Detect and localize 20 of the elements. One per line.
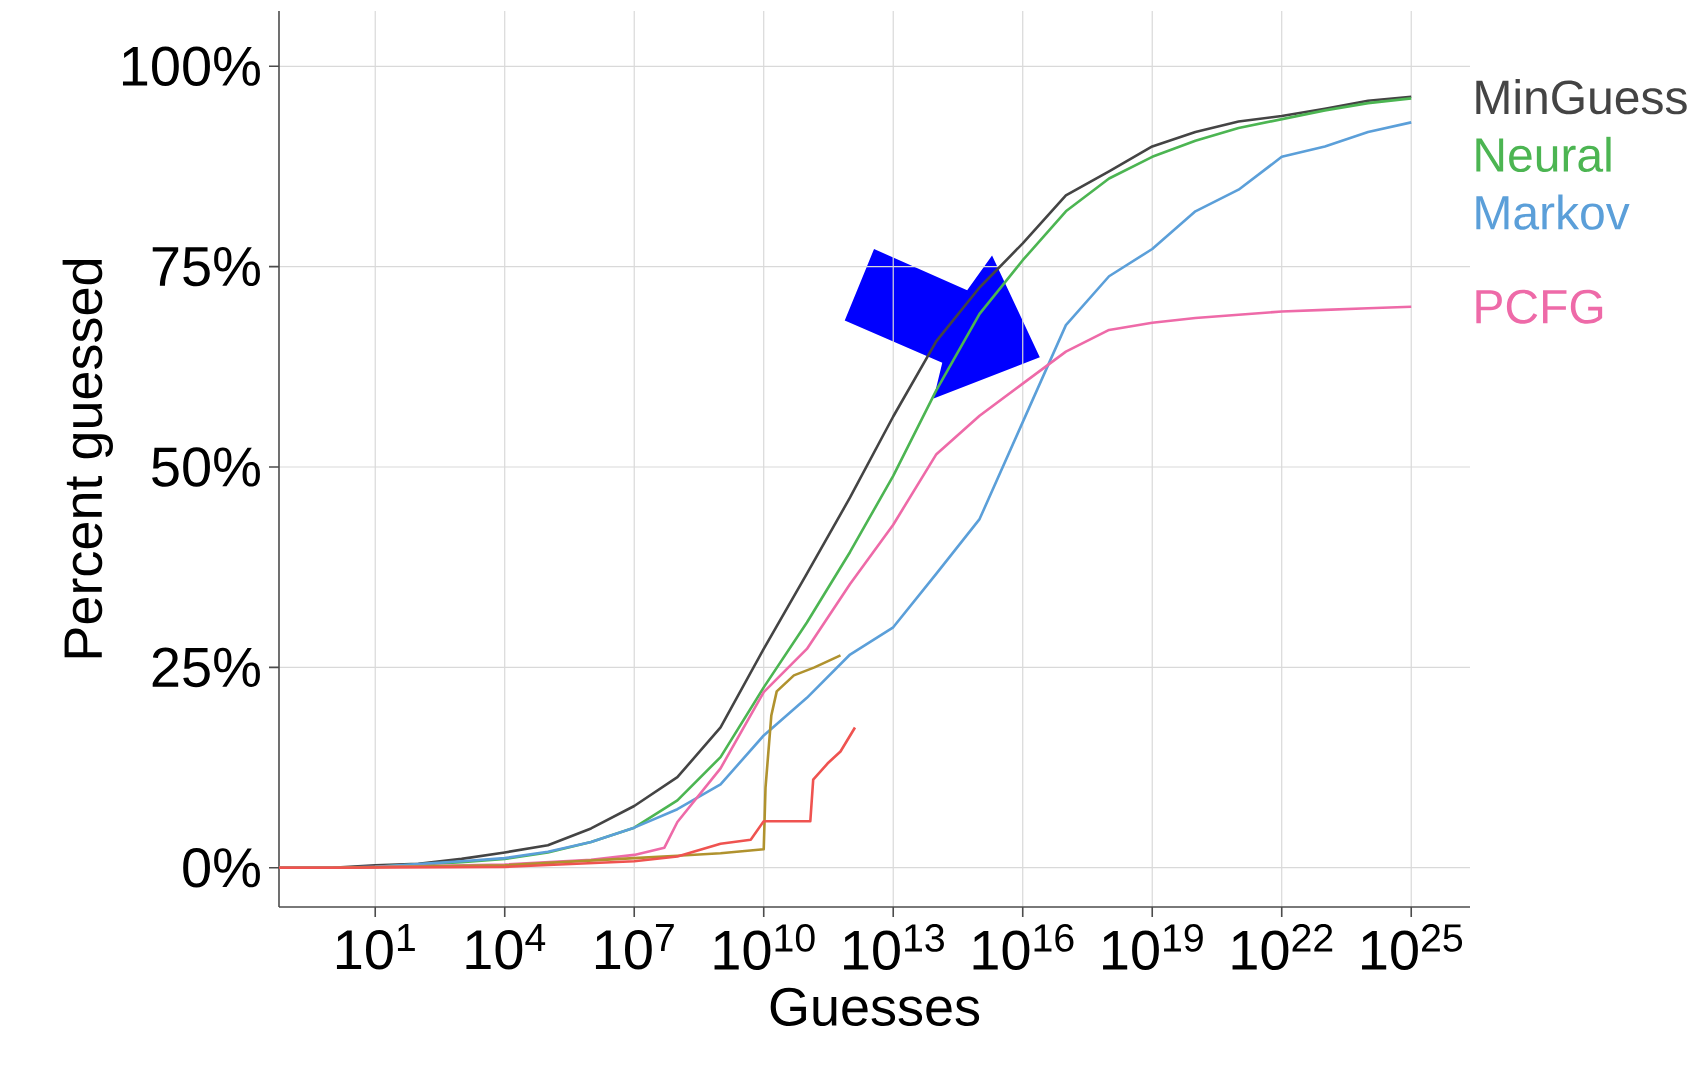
x-tick-label: 10$^{19}$ <box>1103 924 1203 971</box>
x-tick-label: 10$^{25}$ <box>1362 924 1463 971</box>
y-tick-label: 100% <box>122 46 260 87</box>
series-label: MinGuess <box>1476 79 1687 115</box>
series-label: Neural <box>1476 136 1611 173</box>
x-tick-label: 10$^{10}$ <box>714 924 815 971</box>
y-axis-title: Percent guessed <box>62 259 113 658</box>
x-tick-label: 10$^{13}$ <box>844 924 944 971</box>
x-tick-label: 10$^{4}$ <box>466 924 546 970</box>
x-tick-label: 10$^{1}$ <box>336 924 415 970</box>
x-axis-title: Guesses <box>770 987 980 1026</box>
series-label: PCFG <box>1476 289 1603 324</box>
y-tick-label: 0% <box>183 847 260 888</box>
text: Markov <box>1476 194 1630 230</box>
x-tick-label: 10$^{16}$ <box>973 924 1074 971</box>
x-tick-label: 10$^{22}$ <box>1232 924 1333 971</box>
y-tick-label: 75% <box>152 246 260 287</box>
x-tick-label: 10$^{7}$ <box>595 924 674 970</box>
y-tick-label: 50% <box>152 447 260 487</box>
y-tick-label: 25% <box>152 647 260 688</box>
